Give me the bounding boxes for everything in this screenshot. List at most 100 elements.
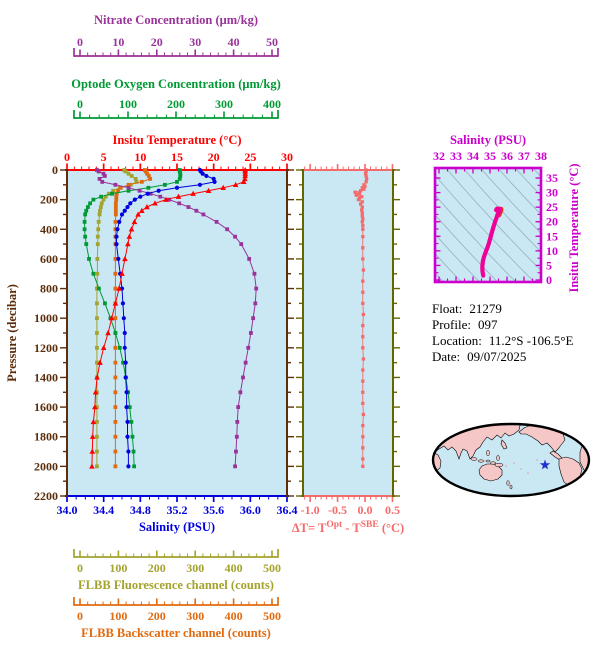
tick-label: 36 (501, 149, 513, 163)
data-marker (241, 375, 245, 380)
data-marker (95, 234, 100, 239)
data-marker (97, 359, 103, 365)
small-island (513, 462, 515, 464)
data-marker (84, 242, 89, 246)
data-marker (138, 194, 143, 199)
data-marker (156, 188, 161, 193)
island (496, 455, 500, 461)
data-marker (139, 179, 144, 184)
tick-label: 36.4 (277, 503, 298, 517)
data-marker (363, 172, 368, 176)
data-marker (83, 212, 88, 217)
data-marker (364, 180, 368, 184)
data-marker (243, 360, 248, 365)
data-marker (125, 241, 131, 247)
data-marker (126, 185, 131, 190)
data-marker (148, 176, 153, 181)
data-marker (119, 212, 125, 217)
float-info-block: Float: 21279 Profile: 097 Location: 11.2°S … (432, 301, 574, 365)
contour-line (445, 168, 541, 271)
data-marker (113, 205, 118, 209)
data-marker (95, 257, 100, 261)
data-marker (133, 176, 138, 181)
data-marker (97, 286, 101, 291)
float-label: Float: (432, 301, 463, 316)
data-marker (361, 323, 365, 328)
data-marker (126, 188, 131, 193)
contour-line (435, 194, 517, 282)
data-marker (242, 172, 248, 179)
tick-label: 200 (40, 193, 58, 207)
data-marker (361, 346, 365, 350)
plot-background (303, 170, 393, 496)
data-marker (249, 331, 253, 335)
data-marker (361, 379, 365, 383)
data-marker (361, 257, 365, 261)
data-marker (113, 464, 118, 469)
tick-label: 1800 (34, 430, 58, 444)
tick-label: 200 (148, 561, 166, 575)
float-info-row: Profile: 097 (432, 317, 574, 333)
data-marker (148, 191, 153, 196)
island (506, 480, 510, 486)
data-marker (177, 169, 182, 174)
contour-line (479, 168, 541, 234)
data-marker (83, 234, 88, 239)
data-marker (125, 434, 130, 439)
tick-label: 34.8 (130, 503, 151, 517)
data-marker (220, 184, 226, 190)
tick-label: 0.5 (385, 503, 400, 517)
data-marker (361, 423, 365, 428)
data-marker (113, 286, 118, 291)
contour-line (435, 253, 463, 282)
tick-label: 400 (225, 561, 243, 575)
tick-label: 100 (109, 609, 127, 623)
tick-label: 0 (77, 97, 83, 111)
data-marker (132, 464, 136, 469)
data-marker (177, 201, 182, 206)
data-marker (123, 375, 128, 380)
data-marker (361, 279, 365, 283)
data-marker (94, 374, 100, 380)
tick-label: 300 (215, 97, 233, 111)
data-marker (113, 360, 118, 365)
contour-line (532, 168, 541, 178)
data-marker (360, 211, 364, 215)
data-marker (117, 219, 122, 224)
data-marker (128, 201, 133, 206)
data-marker (95, 242, 100, 246)
tick-label: 400 (225, 609, 243, 623)
tick-label: 5 (101, 150, 107, 164)
data-marker (113, 316, 118, 321)
data-marker (99, 194, 103, 199)
tick-label: 25 (244, 150, 256, 164)
data-marker (251, 316, 256, 321)
ts-curve (480, 206, 504, 278)
data-marker (360, 208, 364, 212)
data-marker (123, 360, 128, 365)
tick-label: 37 (518, 149, 530, 163)
data-marker (177, 176, 182, 181)
data-marker (95, 449, 99, 454)
data-marker (122, 255, 128, 262)
data-marker (126, 449, 131, 454)
data-marker (89, 448, 96, 454)
data-marker (225, 227, 230, 232)
data-marker (144, 204, 150, 210)
fluorescence-axis: 0 100 200 300 400 500 (73, 549, 281, 575)
data-marker (186, 205, 191, 209)
data-marker (116, 256, 121, 262)
data-marker (354, 193, 358, 197)
data-marker (167, 197, 171, 202)
data-marker (91, 271, 96, 276)
continent (478, 463, 503, 482)
data-marker (361, 446, 365, 450)
tick-label: 0 (77, 609, 83, 623)
nitrate-axis: 0 10 20 30 40 50 (73, 35, 279, 57)
tick-label: 50 (266, 35, 278, 49)
data-marker (360, 200, 364, 204)
island (470, 457, 478, 461)
data-marker (200, 171, 205, 176)
